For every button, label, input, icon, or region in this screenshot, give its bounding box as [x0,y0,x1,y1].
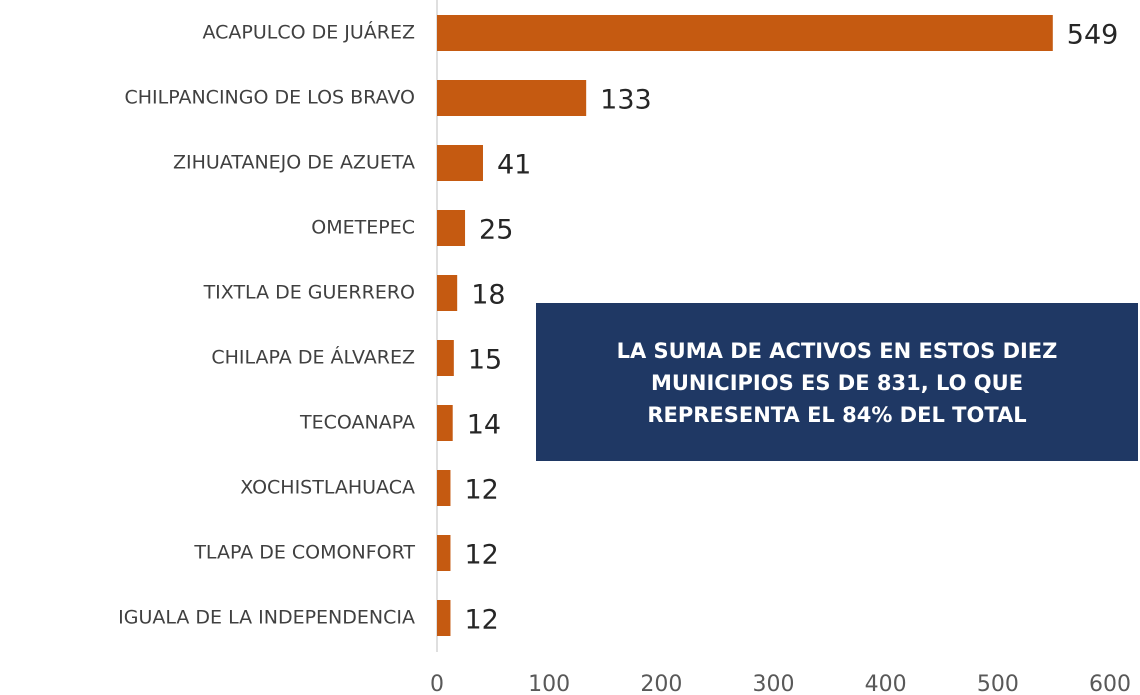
bar [437,15,1053,51]
y-tick-label: XOCHISTLAHUACA [240,477,415,499]
value-label: 14 [467,410,501,441]
bar [437,275,458,311]
bar [437,340,454,376]
annotation-text: MUNICIPIOS ES DE 831, LO QUE [651,371,1023,395]
y-tick-label: CHILAPA DE ÁLVAREZ [211,346,415,369]
bar [437,405,453,441]
bar [437,470,451,506]
y-tick-label: TECOANAPA [299,412,415,434]
y-tick-label: OMETEPEC [311,217,415,239]
y-tick-label: TIXTLA DE GUERRERO [203,282,415,304]
x-tick-label: 200 [640,672,682,695]
value-label: 25 [479,215,513,246]
annotation-text: LA SUMA DE ACTIVOS EN ESTOS DIEZ [617,339,1058,363]
x-tick-label: 400 [865,672,907,695]
y-tick-label: TLAPA DE COMONFORT [193,542,415,564]
x-tick-label: 600 [1089,672,1131,695]
bar [437,600,451,636]
y-tick-label: CHILPANCINGO DE LOS BRAVO [124,87,415,109]
value-label: 18 [471,280,505,311]
value-label: 41 [497,150,531,181]
value-label: 133 [600,85,652,116]
x-tick-label: 100 [528,672,570,695]
annotation-box [536,303,1138,461]
y-tick-label: IGUALA DE LA INDEPENDENCIA [118,607,415,629]
annotation-text: REPRESENTA EL 84% DEL TOTAL [647,403,1026,427]
value-label: 15 [468,345,502,376]
bar [437,535,451,571]
x-tick-label: 500 [977,672,1019,695]
x-tick-label: 300 [753,672,795,695]
value-label: 12 [464,540,498,571]
value-label: 12 [464,475,498,506]
x-tick-label: 0 [430,672,444,695]
bar [437,210,466,246]
bar [437,145,483,181]
bar [437,80,587,116]
y-tick-label: ZIHUATANEJO DE AZUETA [173,152,415,174]
value-label: 12 [464,605,498,636]
value-label: 549 [1067,20,1119,51]
y-tick-label: ACAPULCO DE JUÁREZ [202,21,415,44]
